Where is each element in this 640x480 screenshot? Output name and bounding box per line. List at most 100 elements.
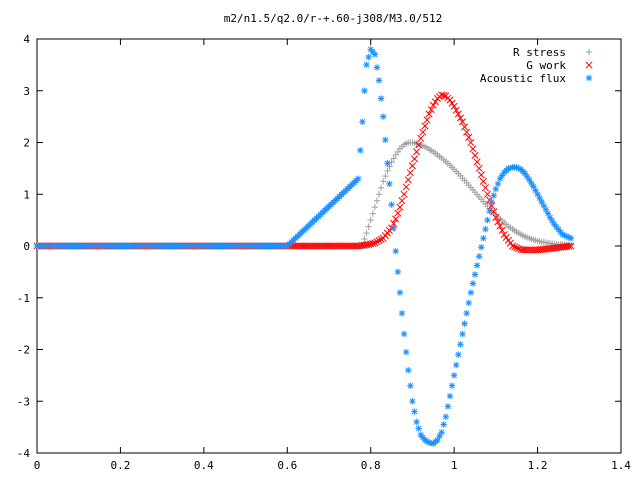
data-point	[411, 408, 418, 415]
x-tick-label: 1.4	[611, 459, 631, 472]
legend-entry: R stress	[513, 46, 593, 59]
data-point	[446, 96, 454, 104]
data-point	[394, 268, 402, 276]
y-tick-label: 4	[23, 33, 30, 46]
data-point	[475, 164, 483, 172]
data-point	[386, 180, 393, 188]
data-point	[450, 372, 458, 379]
data-point	[367, 216, 374, 224]
data-point	[409, 398, 416, 405]
data-point	[413, 148, 421, 156]
data-point	[380, 178, 387, 185]
data-point	[394, 209, 402, 217]
data-point	[390, 155, 397, 162]
data-point	[465, 299, 472, 307]
data-point	[365, 240, 373, 249]
data-point	[369, 239, 377, 247]
data-point	[375, 77, 383, 84]
data-point	[377, 184, 385, 191]
data-point	[488, 198, 495, 206]
data-point	[421, 122, 429, 130]
data-point	[448, 382, 456, 389]
data-point	[396, 289, 404, 296]
data-point	[396, 203, 404, 211]
data-point	[479, 177, 487, 185]
data-point	[392, 247, 399, 255]
data-point	[465, 133, 473, 141]
data-point	[400, 330, 408, 338]
data-point	[440, 421, 447, 428]
data-point	[355, 175, 362, 182]
data-point	[467, 138, 475, 147]
data-point	[373, 197, 381, 204]
legend-entry: G work	[526, 59, 593, 72]
data-point	[478, 244, 485, 251]
y-tick-label: -4	[17, 447, 31, 460]
data-point	[365, 223, 372, 230]
data-point	[417, 134, 425, 142]
y-tick-label: 2	[23, 137, 30, 150]
legend-entry: Acoustic flux	[480, 72, 593, 85]
data-point	[454, 110, 462, 118]
data-point	[494, 180, 502, 188]
data-point	[481, 184, 489, 192]
data-point	[490, 192, 497, 199]
legend-label: Acoustic flux	[480, 72, 566, 85]
x-tick-label: 0.2	[110, 459, 130, 472]
data-point	[388, 158, 395, 166]
data-point	[477, 171, 485, 179]
data-point	[471, 151, 479, 159]
x-tick-label: 1	[451, 459, 458, 472]
data-point	[458, 118, 467, 126]
data-point	[473, 158, 481, 166]
data-point	[415, 425, 422, 432]
data-point	[438, 91, 446, 99]
data-point	[442, 413, 449, 420]
data-point	[463, 128, 471, 136]
x-tick-label: 0	[34, 459, 41, 472]
data-point	[405, 367, 412, 374]
data-point	[494, 218, 502, 226]
data-point	[565, 242, 573, 250]
y-tick-label: -2	[17, 344, 30, 357]
data-point	[455, 351, 462, 358]
data-point	[486, 207, 493, 215]
data-point	[467, 289, 475, 296]
data-point	[369, 210, 376, 217]
data-point	[408, 162, 416, 170]
data-point	[375, 237, 383, 245]
data-point	[511, 243, 519, 251]
x-tick-label: 0.8	[361, 459, 381, 472]
data-point	[431, 98, 439, 106]
data-point	[429, 101, 437, 109]
axes: 0 0.2 0.4 0.6 0.8 1 1.2 1.4 4 3 2 1 0 -1 -2 -3 -4	[17, 33, 632, 472]
data-point	[392, 215, 400, 223]
data-point	[440, 91, 448, 99]
x-tick-label: 0.6	[277, 459, 297, 472]
data-point	[362, 241, 371, 249]
data-point	[400, 190, 408, 198]
data-point	[382, 172, 389, 180]
data-point	[492, 185, 500, 193]
data-point	[427, 106, 435, 114]
data-point	[423, 116, 431, 124]
y-tick-label: 3	[23, 85, 30, 98]
data-point	[398, 197, 406, 205]
chart-title: m2/n1.5/q2.0/r-+.60-j308/M3.0/512	[224, 12, 443, 25]
data-point	[365, 53, 372, 61]
data-point	[390, 224, 397, 232]
data-point	[413, 418, 420, 426]
legend-marker	[585, 74, 593, 82]
data-point	[475, 253, 483, 260]
data-point	[450, 102, 458, 110]
data-point	[371, 51, 379, 58]
data-point	[456, 114, 464, 122]
data-point	[567, 242, 575, 250]
data-point	[482, 225, 489, 233]
data-point	[359, 118, 366, 125]
y-tick-label: -1	[17, 292, 30, 305]
data-point	[469, 280, 477, 287]
data-point	[373, 64, 381, 71]
